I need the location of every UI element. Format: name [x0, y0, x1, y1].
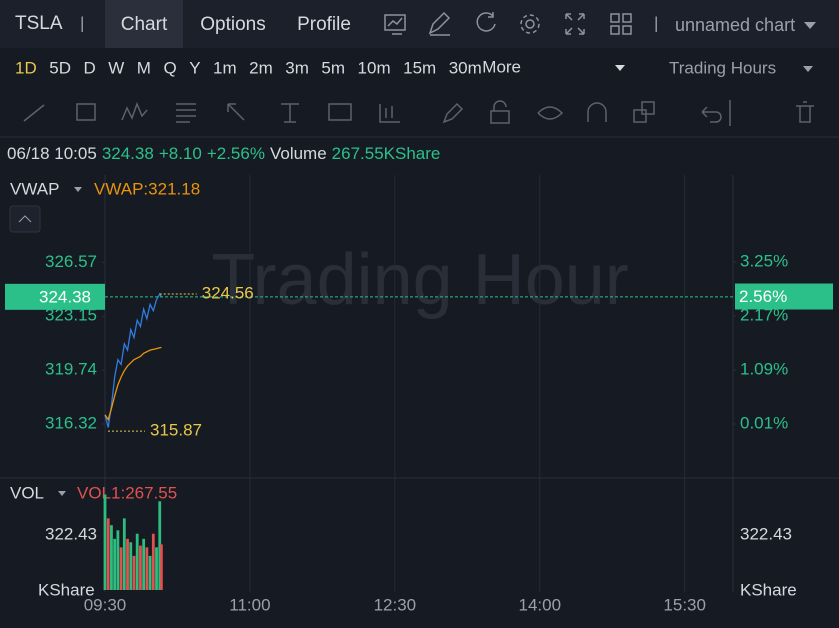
active-tab-bg: [105, 0, 183, 48]
tab[interactable]: Chart: [121, 14, 168, 35]
volume-unit-right: KShare: [740, 580, 797, 599]
timeframe[interactable]: D: [83, 58, 95, 77]
tab[interactable]: Options: [200, 14, 265, 35]
price-line: [104, 346, 162, 422]
volume-bar: [148, 555, 152, 590]
volume-bar: [119, 547, 123, 590]
status-volume: 267.55KShare: [332, 144, 441, 163]
volume-bar: [142, 538, 146, 590]
y2-tick-label: 2.17%: [740, 305, 788, 324]
x-tick-label: 12:30: [374, 595, 417, 614]
timeframe[interactable]: Q: [163, 58, 176, 77]
session-select[interactable]: Trading Hours: [669, 58, 776, 77]
volume-tick-label: 322.43: [740, 524, 792, 543]
timeframe[interactable]: Y: [189, 58, 200, 77]
dropdown-arrow: [804, 22, 816, 29]
volume-bar: [159, 544, 163, 590]
volume-bar: [151, 533, 155, 590]
last-price-box: [5, 283, 105, 310]
timeframe[interactable]: M: [137, 58, 151, 77]
chart-name[interactable]: unnamed chart: [675, 15, 795, 35]
volume-bar: [158, 501, 162, 590]
low-label: 315.87: [150, 421, 202, 440]
volume-bar: [113, 538, 117, 590]
timeframes: 1D 5D D W M Q Y 1m 2m 3m 5m 10m 15m 30m: [15, 58, 482, 77]
volume-bar: [106, 518, 110, 590]
price-line: [104, 292, 162, 428]
volume-indicator-value: VOL1:267.55: [77, 483, 177, 502]
y2-tick-label: 0.01%: [740, 413, 788, 432]
collapse-icon: [18, 215, 32, 223]
volume-bar: [132, 555, 136, 590]
collapse-button[interactable]: [9, 205, 41, 233]
dropdown-arrow: [615, 65, 625, 71]
timeframe[interactable]: 1D: [15, 58, 37, 77]
volume-bar: [155, 547, 158, 590]
y-tick-label: 316.32: [45, 414, 97, 433]
timeframe[interactable]: 2m: [249, 58, 273, 77]
y-tick-label: 319.74: [45, 360, 97, 379]
last-change-box: [735, 283, 833, 310]
volume-bar: [103, 494, 107, 590]
drawing-tools[interactable]: [23, 100, 814, 126]
timeframe[interactable]: 3m: [285, 58, 309, 77]
y2-tick-label: 1.09%: [740, 359, 788, 378]
indicator-name[interactable]: VWAP: [10, 179, 59, 198]
more-button[interactable]: More: [482, 57, 521, 76]
last-price-label: 324.38: [39, 287, 91, 306]
watermark: Trading Hour: [211, 240, 629, 320]
y-tick-label: 326.57: [45, 252, 97, 271]
status-price: 324.38: [102, 144, 154, 163]
status-volume-label: Volume: [270, 144, 327, 163]
volume-bar: [122, 518, 126, 590]
header-icons[interactable]: [384, 11, 632, 36]
timeframe[interactable]: 15m: [403, 58, 436, 77]
timeframe[interactable]: 10m: [358, 58, 391, 77]
volume-bar: [145, 547, 149, 590]
x-tick-label: 09:30: [84, 595, 127, 614]
x-tick-label: 11:00: [229, 595, 270, 614]
volume-tick-label: 322.43: [45, 524, 97, 543]
dropdown-arrow: [803, 66, 813, 72]
timeframe[interactable]: 1m: [213, 58, 237, 77]
volume-bar: [139, 545, 142, 590]
status-line: 06/18 10:05 324.38 +8.10 +2.56% Volume 267.55…: [7, 144, 440, 163]
last-change-label: 2.56%: [739, 287, 787, 306]
dropdown-arrow: [74, 187, 82, 192]
status-datetime: 06/18 10:05: [7, 144, 97, 163]
volume-bar: [126, 538, 129, 590]
divider: |: [654, 13, 658, 32]
volume-bar: [116, 530, 120, 590]
tab[interactable]: Profile: [297, 14, 351, 35]
timeframe[interactable]: 5m: [321, 58, 345, 77]
timeframe[interactable]: 5D: [49, 58, 71, 77]
timeframe[interactable]: W: [108, 58, 124, 77]
status-change-pct: +2.56%: [207, 144, 265, 163]
status-change: +8.10: [159, 144, 202, 163]
indicator-value: VWAP:321.18: [94, 179, 200, 198]
high-label: 324.56: [202, 283, 254, 302]
volume-label[interactable]: VOL: [10, 483, 44, 502]
volume-bar: [129, 542, 133, 590]
y-tick-label: 323.15: [45, 306, 97, 325]
divider: |: [80, 13, 84, 32]
timeframe[interactable]: 30m: [449, 58, 482, 77]
x-tick-label: 15:30: [663, 595, 706, 614]
volume-unit-left: KShare: [38, 580, 95, 599]
symbol[interactable]: TSLA: [15, 13, 63, 34]
volume-bar: [110, 525, 113, 590]
dropdown-arrow: [58, 491, 66, 496]
x-tick-label: 14:00: [518, 595, 561, 614]
y2-tick-label: 3.25%: [740, 251, 788, 270]
volume-bar: [135, 533, 139, 590]
